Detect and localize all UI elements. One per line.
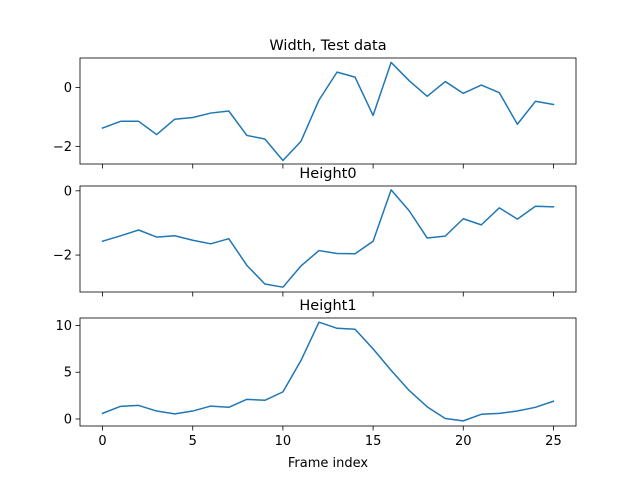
y-tick-label-3-10: 10 — [55, 319, 72, 334]
subplot-title-1: Width, Test data — [269, 38, 386, 54]
y-tick-label-1-0: 0 — [64, 81, 72, 96]
x-tick-label-3-15: 15 — [365, 434, 382, 449]
series-line-3-1 — [101, 321, 555, 422]
subplot-1: 0 −2 Width, Test data — [53, 38, 577, 169]
x-tick-label-3-25: 25 — [545, 434, 562, 449]
subplot-title-3: Height1 — [299, 298, 356, 314]
x-tick-label-3-5: 5 — [189, 434, 197, 449]
x-axis-label-3: Frame index — [288, 456, 369, 471]
y-tick-label-2--2: −2 — [53, 249, 72, 264]
x-tick-label-3-0: 0 — [98, 434, 106, 449]
y-tick-label-2-0: 0 — [64, 184, 72, 199]
series-line-1-1 — [101, 61, 555, 162]
y-tick-label-1--2: −2 — [53, 140, 72, 155]
subplot-3: 0 5 10 15 20 25 0 5 10 Height1 Frame index — [55, 298, 577, 471]
y-tick-label-3-0: 0 — [64, 412, 72, 427]
axes-frame-1 — [79, 57, 577, 165]
axes-frame-2 — [79, 185, 577, 293]
x-tick-label-3-10: 10 — [275, 434, 292, 449]
x-tick-label-3-20: 20 — [455, 434, 472, 449]
subplot-2: 0 −2 Height0 — [53, 166, 577, 297]
y-tick-label-3-5: 5 — [64, 366, 72, 381]
series-line-2-1 — [101, 189, 555, 288]
subplot-title-2: Height0 — [299, 166, 356, 182]
